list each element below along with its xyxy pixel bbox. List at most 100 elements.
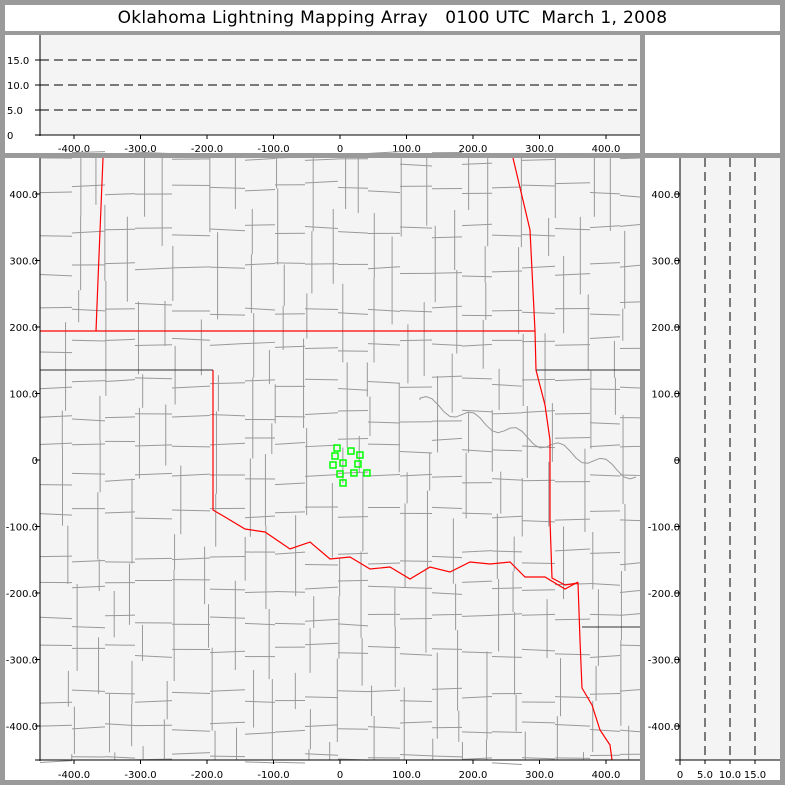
empty-corner-panel <box>645 35 780 153</box>
county-line <box>274 729 306 733</box>
county-line <box>337 652 369 654</box>
county-line <box>244 732 276 735</box>
county-line <box>399 473 433 477</box>
map-y-tick-label: -100.0 <box>6 523 38 534</box>
county-line <box>209 689 246 692</box>
map-x-tick-label: -200.0 <box>191 770 223 781</box>
county-line <box>104 614 136 617</box>
county-line <box>619 194 641 198</box>
county-line <box>337 437 369 440</box>
county-line <box>104 692 136 695</box>
county-line <box>244 761 276 764</box>
county-line <box>431 506 463 510</box>
lightning-source-point <box>356 451 364 459</box>
county-line <box>589 444 621 448</box>
county-line <box>104 228 136 231</box>
county-line <box>521 311 556 314</box>
map-x-tick-label: 200.0 <box>459 770 488 781</box>
county-line <box>304 444 339 448</box>
county-line <box>39 442 73 445</box>
county-line <box>461 223 493 227</box>
county-line <box>337 231 369 234</box>
county-line <box>209 616 246 619</box>
county-line <box>431 236 463 239</box>
top-x-tick-label: 300.0 <box>525 144 554 155</box>
county-line <box>209 588 246 591</box>
county-line <box>399 653 433 656</box>
county-line <box>39 235 73 237</box>
top-x-tick-label: 200.0 <box>459 144 488 155</box>
county-line <box>619 519 641 522</box>
top-x-tick-label: 0 <box>337 144 343 155</box>
lightning-source-point <box>329 461 337 469</box>
map-y-tick-label: 200.0 <box>9 323 38 334</box>
river-line <box>419 396 637 480</box>
county-line <box>274 441 306 445</box>
county-line <box>71 151 106 154</box>
county-line <box>171 415 211 418</box>
lightning-source-point <box>347 447 355 455</box>
county-line <box>134 472 173 476</box>
lightning-source-point <box>339 459 347 467</box>
county-line <box>461 580 493 583</box>
county-line <box>461 343 493 347</box>
county-line <box>244 591 276 593</box>
county-line <box>554 344 591 346</box>
county-line <box>554 653 591 656</box>
county-line <box>521 589 556 591</box>
county-line <box>104 338 136 341</box>
county-line <box>209 382 246 385</box>
county-line <box>367 266 401 270</box>
county-line <box>589 225 621 229</box>
lightning-source-point <box>354 460 362 468</box>
county-boundaries <box>39 151 641 766</box>
county-line <box>589 422 621 425</box>
county-line <box>461 377 493 380</box>
side-x-tick-label: 15.0 <box>744 770 766 781</box>
county-line <box>521 233 556 237</box>
lightning-source-point <box>339 479 347 487</box>
county-line <box>71 689 106 692</box>
county-line <box>337 690 369 693</box>
county-line <box>619 264 641 268</box>
county-line <box>399 310 433 313</box>
county-line <box>171 234 211 237</box>
county-line <box>461 614 493 617</box>
county-line <box>134 517 173 520</box>
county-line <box>104 416 136 419</box>
county-line <box>39 513 73 516</box>
county-line <box>134 377 173 380</box>
top-x-tick-label: -100.0 <box>257 144 289 155</box>
county-line <box>461 275 493 278</box>
county-line <box>337 623 369 627</box>
county-line <box>71 380 106 383</box>
county-line <box>104 756 136 759</box>
county-line <box>367 421 401 424</box>
county-line <box>244 224 276 226</box>
county-line <box>461 409 493 413</box>
county-line <box>619 386 641 389</box>
county-line <box>39 760 73 763</box>
county-line <box>399 721 433 724</box>
county-line <box>367 443 401 446</box>
county-line <box>39 415 73 418</box>
county-line <box>244 188 276 192</box>
county-line <box>399 339 433 342</box>
county-line <box>399 450 433 454</box>
map-x-tick-label: -100.0 <box>257 770 289 781</box>
county-line <box>521 159 556 161</box>
map-x-tick-label: 100.0 <box>392 770 421 781</box>
county-line <box>171 266 211 269</box>
county-line <box>589 552 621 554</box>
county-line <box>304 586 339 590</box>
county-line <box>104 262 136 265</box>
county-line <box>39 616 73 620</box>
county-line <box>589 729 621 732</box>
map-y-tick-label: 300.0 <box>9 257 38 268</box>
top-y-tick-label: 10.0 <box>7 81 29 92</box>
county-line <box>589 191 621 195</box>
state-border-panhandle-west <box>95 157 104 332</box>
county-line <box>104 379 136 383</box>
county-line <box>134 267 173 271</box>
